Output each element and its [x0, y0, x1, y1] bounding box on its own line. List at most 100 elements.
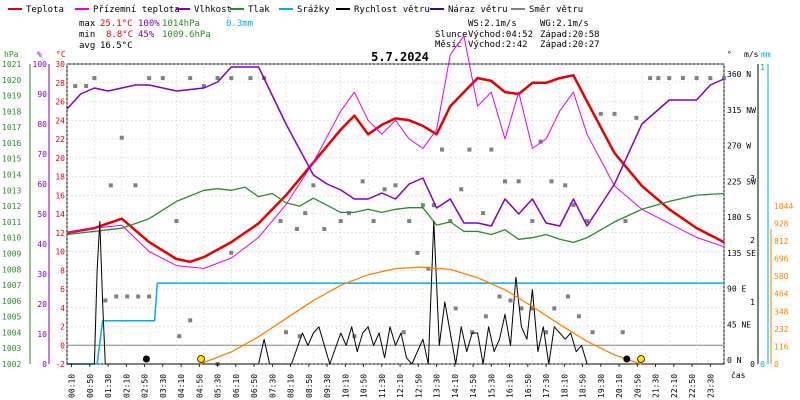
hpa-tick-label: 1003 [2, 344, 21, 353]
celsius-tick-label: 24 [55, 116, 65, 125]
series-line-4 [67, 282, 724, 365]
celsius-tick-label: 30 [55, 60, 65, 69]
mm-unit: mm [761, 50, 771, 59]
percent-tick-label: 0 [42, 360, 47, 369]
wind-dir-point [620, 330, 625, 335]
hpa-tick-label: 1020 [2, 76, 21, 85]
celsius-unit: °C [56, 50, 66, 59]
x-tick-label: 17:30 [542, 374, 551, 398]
moonrise-marker [142, 355, 150, 363]
wind-dir-point [552, 306, 557, 311]
celsius-tick-label: -2 [55, 360, 65, 369]
hpa-tick-label: 1018 [2, 107, 21, 116]
solar-tick-label: 116 [774, 342, 789, 351]
ms-tick-label: 3 [750, 174, 755, 183]
percent-tick-label: 50 [37, 210, 47, 219]
legend: Teplota Přízemní teplota Vlhkost Tlak Srážky… [8, 5, 583, 15]
hpa-tick-label: 1006 [2, 297, 21, 306]
legend-label: Vlhkost [194, 5, 232, 15]
percent-unit: % [37, 50, 42, 59]
x-tick-label: 18:10 [560, 374, 569, 398]
solar-tick-label: 348 [774, 307, 789, 316]
solar-tick-label: 0 [774, 360, 779, 369]
wind-dir-point [590, 330, 595, 335]
min-hum: 45% [138, 30, 155, 40]
wind-dir-point [401, 330, 406, 335]
wg-value: WG:2.1m/s [540, 19, 589, 29]
dir-tick-label: 45 NE [727, 320, 751, 329]
wind-dir-point [563, 183, 568, 188]
celsius-tick-label: 6 [60, 285, 65, 294]
x-tick-label: 20:50 [633, 374, 642, 398]
wind-dir-point [114, 294, 119, 299]
wind-dir-point [415, 250, 420, 255]
wind-dir-point [612, 111, 617, 116]
x-tick-label: 08:50 [305, 374, 314, 398]
hpa-tick-label: 1017 [2, 123, 21, 132]
hpa-tick-label: 1013 [2, 186, 21, 195]
wind-dir-point [544, 330, 549, 335]
wind-dir-point [459, 187, 464, 192]
dir-unit: ° [727, 50, 732, 59]
max-press: 1014hPa [162, 19, 200, 29]
wind-dir-point [623, 219, 628, 224]
series-line-6 [200, 266, 642, 365]
wind-dir-point [467, 147, 472, 152]
wind-dir-point [147, 76, 152, 81]
moonset: Západ:20:27 [540, 40, 600, 50]
percent-tick-label: 10 [37, 330, 47, 339]
x-tick-label: 09:30 [323, 374, 332, 398]
celsius-tick-label: 20 [55, 154, 65, 163]
celsius-tick-label: 10 [55, 248, 65, 257]
solar-tick-label: 928 [774, 219, 789, 228]
wind-dir-point [297, 334, 302, 339]
x-tick-label: 23:30 [706, 374, 715, 398]
celsius-tick-label: 2 [60, 323, 65, 332]
x-tick-label: 03:30 [159, 374, 168, 398]
hpa-tick-label: 1016 [2, 139, 21, 148]
x-tick-label: 01:30 [104, 374, 113, 398]
x-tick-label: 06:50 [250, 374, 259, 398]
x-tick-label: 21:30 [652, 374, 661, 398]
wind-dir-point [585, 219, 590, 224]
series-line-3 [66, 186, 725, 244]
hpa-tick-label: 1004 [2, 328, 21, 337]
legend-label: Srážky [297, 5, 330, 15]
hpa-tick-label: 1010 [2, 234, 21, 243]
hpa-tick-label: 1005 [2, 313, 21, 322]
x-tick-label: 11:30 [378, 374, 387, 398]
x-tick-label: 05:30 [214, 374, 223, 398]
celsius-tick-label: 26 [55, 98, 65, 107]
legend-label: Přízemní teplota [93, 5, 180, 15]
wind-dir-point [346, 211, 351, 216]
hpa-unit: hPa [4, 50, 19, 59]
wind-dir-point [136, 294, 141, 299]
chart-title: 5.7.2024 [371, 50, 429, 64]
ms-unit: m/s [744, 50, 759, 59]
wind-dir-point [431, 203, 436, 208]
sunset-marker [637, 355, 645, 363]
wind-dir-point [426, 266, 431, 271]
x-tick-label: 16:50 [524, 374, 533, 398]
max-label: max [79, 19, 96, 29]
mm-tick-label: 1 [760, 63, 765, 72]
wind-dir-point [530, 306, 535, 311]
solar-tick-label: 1044 [774, 202, 793, 211]
wind-dir-point [382, 187, 387, 192]
wind-dir-point [453, 306, 458, 311]
wind-dir-point [338, 219, 343, 224]
min-press: 1009.6hPa [162, 30, 211, 40]
percent-tick-label: 70 [37, 150, 47, 159]
wind-dir-point [497, 294, 502, 299]
hpa-tick-label: 1009 [2, 249, 21, 258]
moon-label: Měsíc [435, 40, 462, 50]
wind-dir-point [119, 135, 124, 140]
ms-tick-label: 2 [750, 236, 755, 245]
celsius-tick-label: 16 [55, 191, 65, 200]
avg-temp: 16.5°C [100, 41, 133, 51]
dir-tick-label: 180 S [727, 213, 751, 222]
x-tick-label: 07:30 [268, 374, 277, 398]
wind-dir-point [489, 147, 494, 152]
x-tick-label: 02:50 [141, 374, 150, 398]
x-axis-label: čas [731, 370, 746, 380]
